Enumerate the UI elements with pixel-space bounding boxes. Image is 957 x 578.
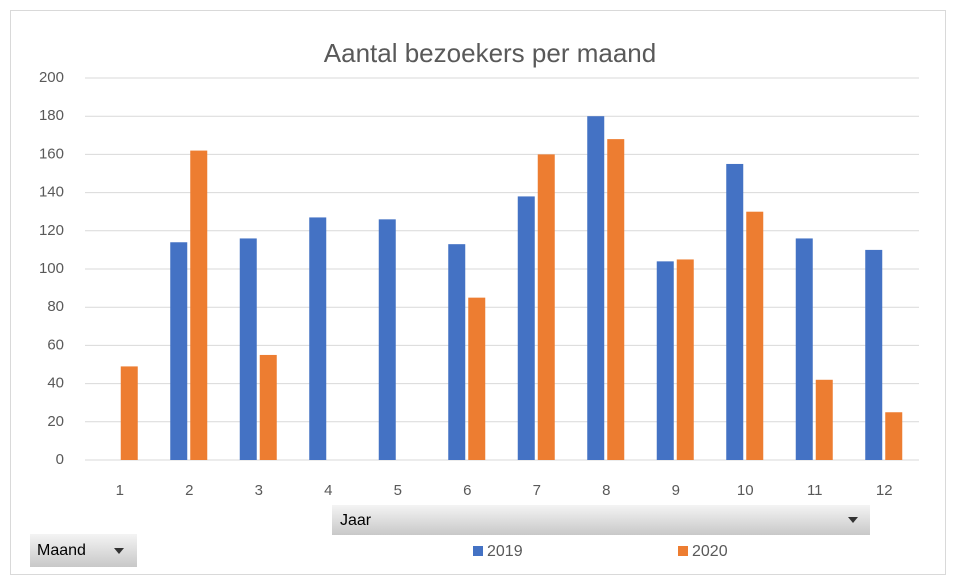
bar <box>746 211 764 460</box>
y-tick-label: 180 <box>39 107 64 124</box>
bar <box>170 242 188 460</box>
button-bg[interactable] <box>332 505 870 535</box>
x-tick-label: 2 <box>185 482 193 499</box>
y-tick-label: 40 <box>47 375 64 392</box>
x-tick-label: 11 <box>807 482 823 499</box>
bar <box>259 354 277 460</box>
y-tick-label: 120 <box>39 222 64 239</box>
x-tick-label: 12 <box>876 482 893 499</box>
bar <box>378 219 396 460</box>
bar <box>587 116 605 460</box>
bar <box>656 261 674 460</box>
chart-title: Aantal bezoekers per maand <box>324 38 656 68</box>
y-tick-label: 200 <box>39 69 64 86</box>
axis-field-label[interactable]: Maand <box>37 542 86 559</box>
bar <box>676 259 694 460</box>
bar <box>239 238 257 460</box>
legend-swatch <box>473 546 483 556</box>
x-tick-label: 8 <box>602 482 610 499</box>
chart-border <box>10 10 946 575</box>
x-tick-label: 7 <box>533 482 541 499</box>
bar <box>815 379 833 460</box>
bar <box>795 238 813 460</box>
legend-swatch <box>678 546 688 556</box>
x-tick-label: 10 <box>737 482 754 499</box>
bar <box>190 150 208 460</box>
legend-field-button[interactable]: Jaar <box>332 505 870 535</box>
x-tick-label: 1 <box>116 482 124 499</box>
bar <box>537 154 555 460</box>
bar <box>517 196 535 461</box>
x-tick-label: 6 <box>463 482 471 499</box>
x-tick-label: 4 <box>324 482 332 499</box>
y-tick-label: 60 <box>47 336 64 353</box>
legend-field-label[interactable]: Jaar <box>340 512 372 529</box>
dropdown-arrow[interactable] <box>848 517 858 523</box>
bar <box>309 217 327 460</box>
y-tick-label: 140 <box>39 184 64 201</box>
bar <box>468 297 486 460</box>
y-tick-label: 0 <box>56 451 64 468</box>
y-tick-label: 100 <box>39 260 64 277</box>
bar <box>726 163 744 460</box>
axis-field-button[interactable]: Maand <box>30 534 137 567</box>
bar <box>120 366 138 460</box>
y-tick-label: 160 <box>39 145 64 162</box>
bar <box>448 244 466 460</box>
dropdown-arrow[interactable] <box>114 548 124 554</box>
legend-label: 2020 <box>692 543 728 560</box>
bar <box>885 412 903 460</box>
bar <box>607 139 625 460</box>
legend-label: 2019 <box>487 543 523 560</box>
y-tick-label: 20 <box>47 413 64 430</box>
x-tick-label: 9 <box>672 482 680 499</box>
x-tick-label: 5 <box>394 482 402 499</box>
x-tick-label: 3 <box>255 482 263 499</box>
bar <box>865 249 883 460</box>
y-tick-label: 80 <box>47 298 64 315</box>
